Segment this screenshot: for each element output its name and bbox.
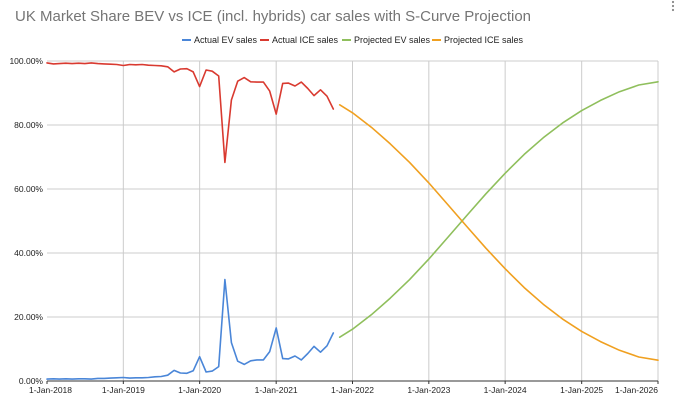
x-tick-label: 1-Jan-2026 (615, 385, 658, 395)
chart-title: UK Market Share BEV vs ICE (incl. hybrid… (15, 8, 531, 25)
y-tick-label: 20.00% (14, 312, 43, 322)
y-tick-label: 60.00% (14, 184, 43, 194)
y-tick-label: 40.00% (14, 248, 43, 258)
chart-axes: 0.00% 20.00% 40.00% 60.00% 80.00% 100.00% 1-Ja… (9, 56, 659, 395)
x-tick-label: 1-Jan-2021 (255, 385, 298, 395)
x-tick-label: 1-Jan-2019 (102, 385, 145, 395)
series-line-projected-ev-sales (338, 81, 659, 338)
legend-label: Actual EV sales (194, 35, 258, 45)
x-tick-label: 1-Jan-2023 (407, 385, 450, 395)
x-tick-label: 1-Jan-2018 (29, 385, 72, 395)
series-line-actual-ice-sales (46, 62, 335, 164)
x-tick-label: 1-Jan-2024 (484, 385, 527, 395)
more-options-icon[interactable] (668, 0, 678, 12)
series-line-projected-ice-sales (338, 104, 659, 361)
y-tick-label: 80.00% (14, 120, 43, 130)
legend-label: Actual ICE sales (272, 35, 339, 45)
x-tick-label: 1-Jan-2025 (560, 385, 603, 395)
x-tick-label: 1-Jan-2022 (331, 385, 374, 395)
series-line-actual-ev-sales (46, 278, 335, 380)
chart-series-group (46, 62, 659, 380)
chart-legend: Actual EV sales Actual ICE sales Projected… (182, 35, 524, 45)
x-tick-label: 1-Jan-2020 (178, 385, 221, 395)
y-tick-label: 100.00% (9, 56, 43, 66)
chart-grid (47, 60, 659, 381)
y-tick-label: 0.00% (19, 376, 44, 386)
legend-label: Projected EV sales (354, 35, 431, 45)
legend-label: Projected ICE sales (444, 35, 524, 45)
